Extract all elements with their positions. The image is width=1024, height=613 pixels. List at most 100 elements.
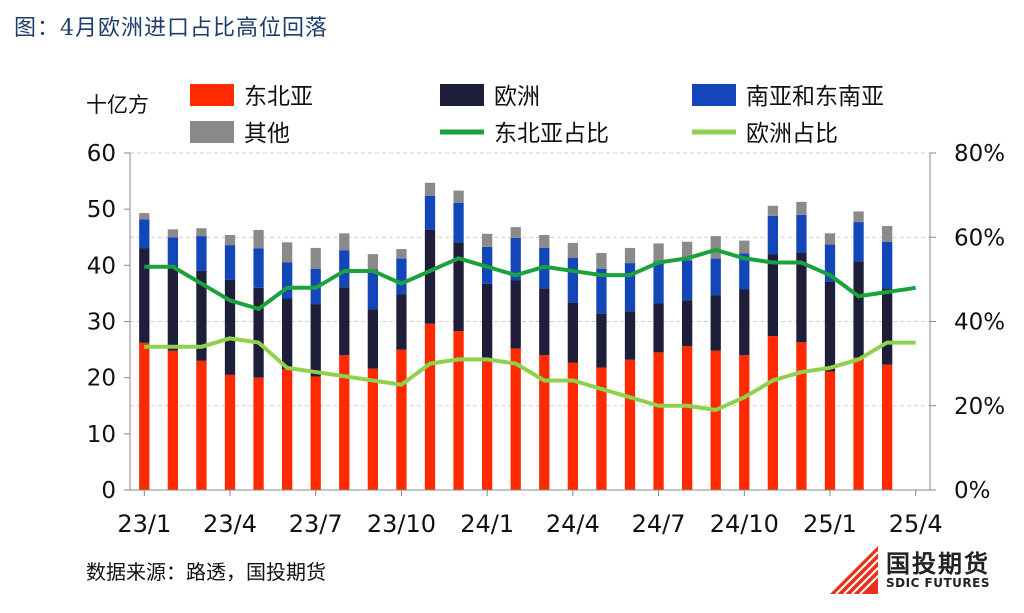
bar-1-1: [167, 265, 178, 351]
bar-1-23: [796, 252, 807, 343]
bar-1-4: [253, 287, 264, 378]
series-line-4: [144, 247, 917, 311]
bar-3-26: [882, 226, 893, 242]
bar-2-23: [796, 214, 807, 253]
bar-0-10: [424, 323, 436, 490]
bar-3-3: [224, 235, 236, 246]
bar-0-24: [824, 371, 836, 490]
bar-2-5: [282, 262, 293, 299]
bar-0-25: [853, 357, 864, 490]
bar-3-2: [196, 228, 207, 237]
x-tick-label: 24/4: [546, 510, 600, 538]
bar-2-1: [167, 237, 178, 266]
bar-3-1: [167, 229, 178, 238]
bar-3-4: [253, 229, 264, 249]
bar-0-20: [710, 350, 721, 490]
bar-3-21: [739, 240, 750, 254]
bar-0-13: [510, 348, 521, 490]
y-tick-label-left: 60: [87, 141, 116, 167]
bar-1-5: [282, 298, 293, 370]
bar-2-16: [596, 268, 607, 314]
y-axis-unit: 十亿方: [86, 93, 149, 117]
bar-0-6: [310, 376, 321, 490]
legend-swatch-2: [692, 84, 736, 106]
bar-1-3: [224, 279, 236, 375]
y-tick-label-right: 40%: [954, 310, 1005, 336]
bar-3-12: [482, 233, 493, 247]
legend-swatch-0: [190, 84, 234, 106]
y-tick-label-left: 30: [87, 310, 116, 336]
x-tick-label: 23/7: [289, 510, 343, 538]
bar-0-14: [539, 355, 550, 490]
bar-2-19: [682, 260, 693, 301]
x-tick-label: 23/4: [203, 510, 257, 538]
legend-label-0: 东北亚: [244, 84, 313, 110]
bar-3-13: [510, 227, 521, 238]
logo-text-cn: 国投期货: [886, 550, 990, 578]
y-tick-label-left: 50: [87, 197, 116, 223]
bar-2-4: [253, 248, 264, 288]
bar-1-11: [453, 242, 464, 332]
bar-2-8: [367, 269, 378, 310]
bar-3-16: [596, 252, 607, 269]
bar-3-10: [424, 182, 436, 196]
legend-label-5: 欧洲占比: [746, 121, 838, 147]
bars-group: [139, 182, 893, 490]
bar-0-26: [882, 364, 893, 490]
bar-3-23: [796, 201, 807, 215]
bar-1-21: [739, 289, 750, 356]
y-tick-label-right: 20%: [954, 394, 1005, 420]
bar-1-24: [824, 281, 836, 372]
bar-0-4: [253, 377, 264, 490]
bar-1-6: [310, 304, 321, 377]
bar-3-6: [310, 247, 321, 269]
bar-1-26: [882, 288, 893, 365]
y-tick-label-right: 80%: [954, 141, 1005, 167]
legend-label-4: 东北亚占比: [494, 121, 609, 147]
y-tick-label-left: 40: [87, 253, 116, 279]
bar-1-10: [424, 229, 436, 324]
bar-3-20: [710, 236, 721, 259]
bar-2-18: [653, 261, 664, 304]
x-tick-label: 25/4: [889, 510, 943, 538]
bar-0-5: [282, 369, 293, 490]
legend-swatch-3: [190, 121, 234, 143]
bar-2-22: [767, 215, 778, 255]
bar-1-9: [396, 294, 407, 350]
bar-0-1: [167, 350, 178, 490]
bar-0-16: [596, 367, 607, 490]
logo-text-en: SDIC FUTURES: [886, 576, 991, 590]
y-tick-label-left: 10: [87, 422, 116, 448]
bar-0-17: [624, 359, 636, 490]
bar-3-9: [396, 249, 407, 259]
x-tick-label: 23/10: [367, 510, 436, 538]
bar-3-0: [139, 213, 150, 220]
bar-1-12: [482, 283, 493, 359]
bar-3-8: [367, 254, 378, 270]
bar-3-14: [539, 235, 550, 248]
bar-2-20: [710, 258, 721, 296]
x-tick-label: 23/1: [117, 510, 171, 538]
bar-2-3: [224, 245, 236, 280]
bar-1-0: [139, 248, 150, 343]
bar-0-23: [796, 342, 807, 490]
bar-2-13: [510, 237, 521, 281]
bar-1-2: [196, 270, 207, 361]
axes-group: 0 10 20 30 40 50 60 0% 20% 40% 60% 80% 十亿方 23/1 23/4 23…: [86, 93, 1005, 538]
bar-3-19: [682, 241, 693, 261]
x-tick-label: 24/10: [710, 510, 779, 538]
y-tick-label-right: 60%: [954, 225, 1005, 251]
y-tick-label-left: 20: [87, 366, 116, 392]
bar-2-10: [424, 195, 436, 230]
bar-1-20: [710, 295, 721, 351]
chart-title: 图：4月欧洲进口占比高位回落: [14, 16, 328, 41]
x-tick-label: 25/1: [803, 510, 857, 538]
bar-1-22: [767, 254, 778, 337]
grid-lines: [130, 152, 930, 407]
bar-0-9: [396, 349, 407, 490]
legend-label-3: 其他: [244, 121, 290, 147]
bar-0-22: [767, 336, 778, 490]
bar-3-18: [653, 243, 664, 262]
bar-1-16: [596, 313, 607, 368]
